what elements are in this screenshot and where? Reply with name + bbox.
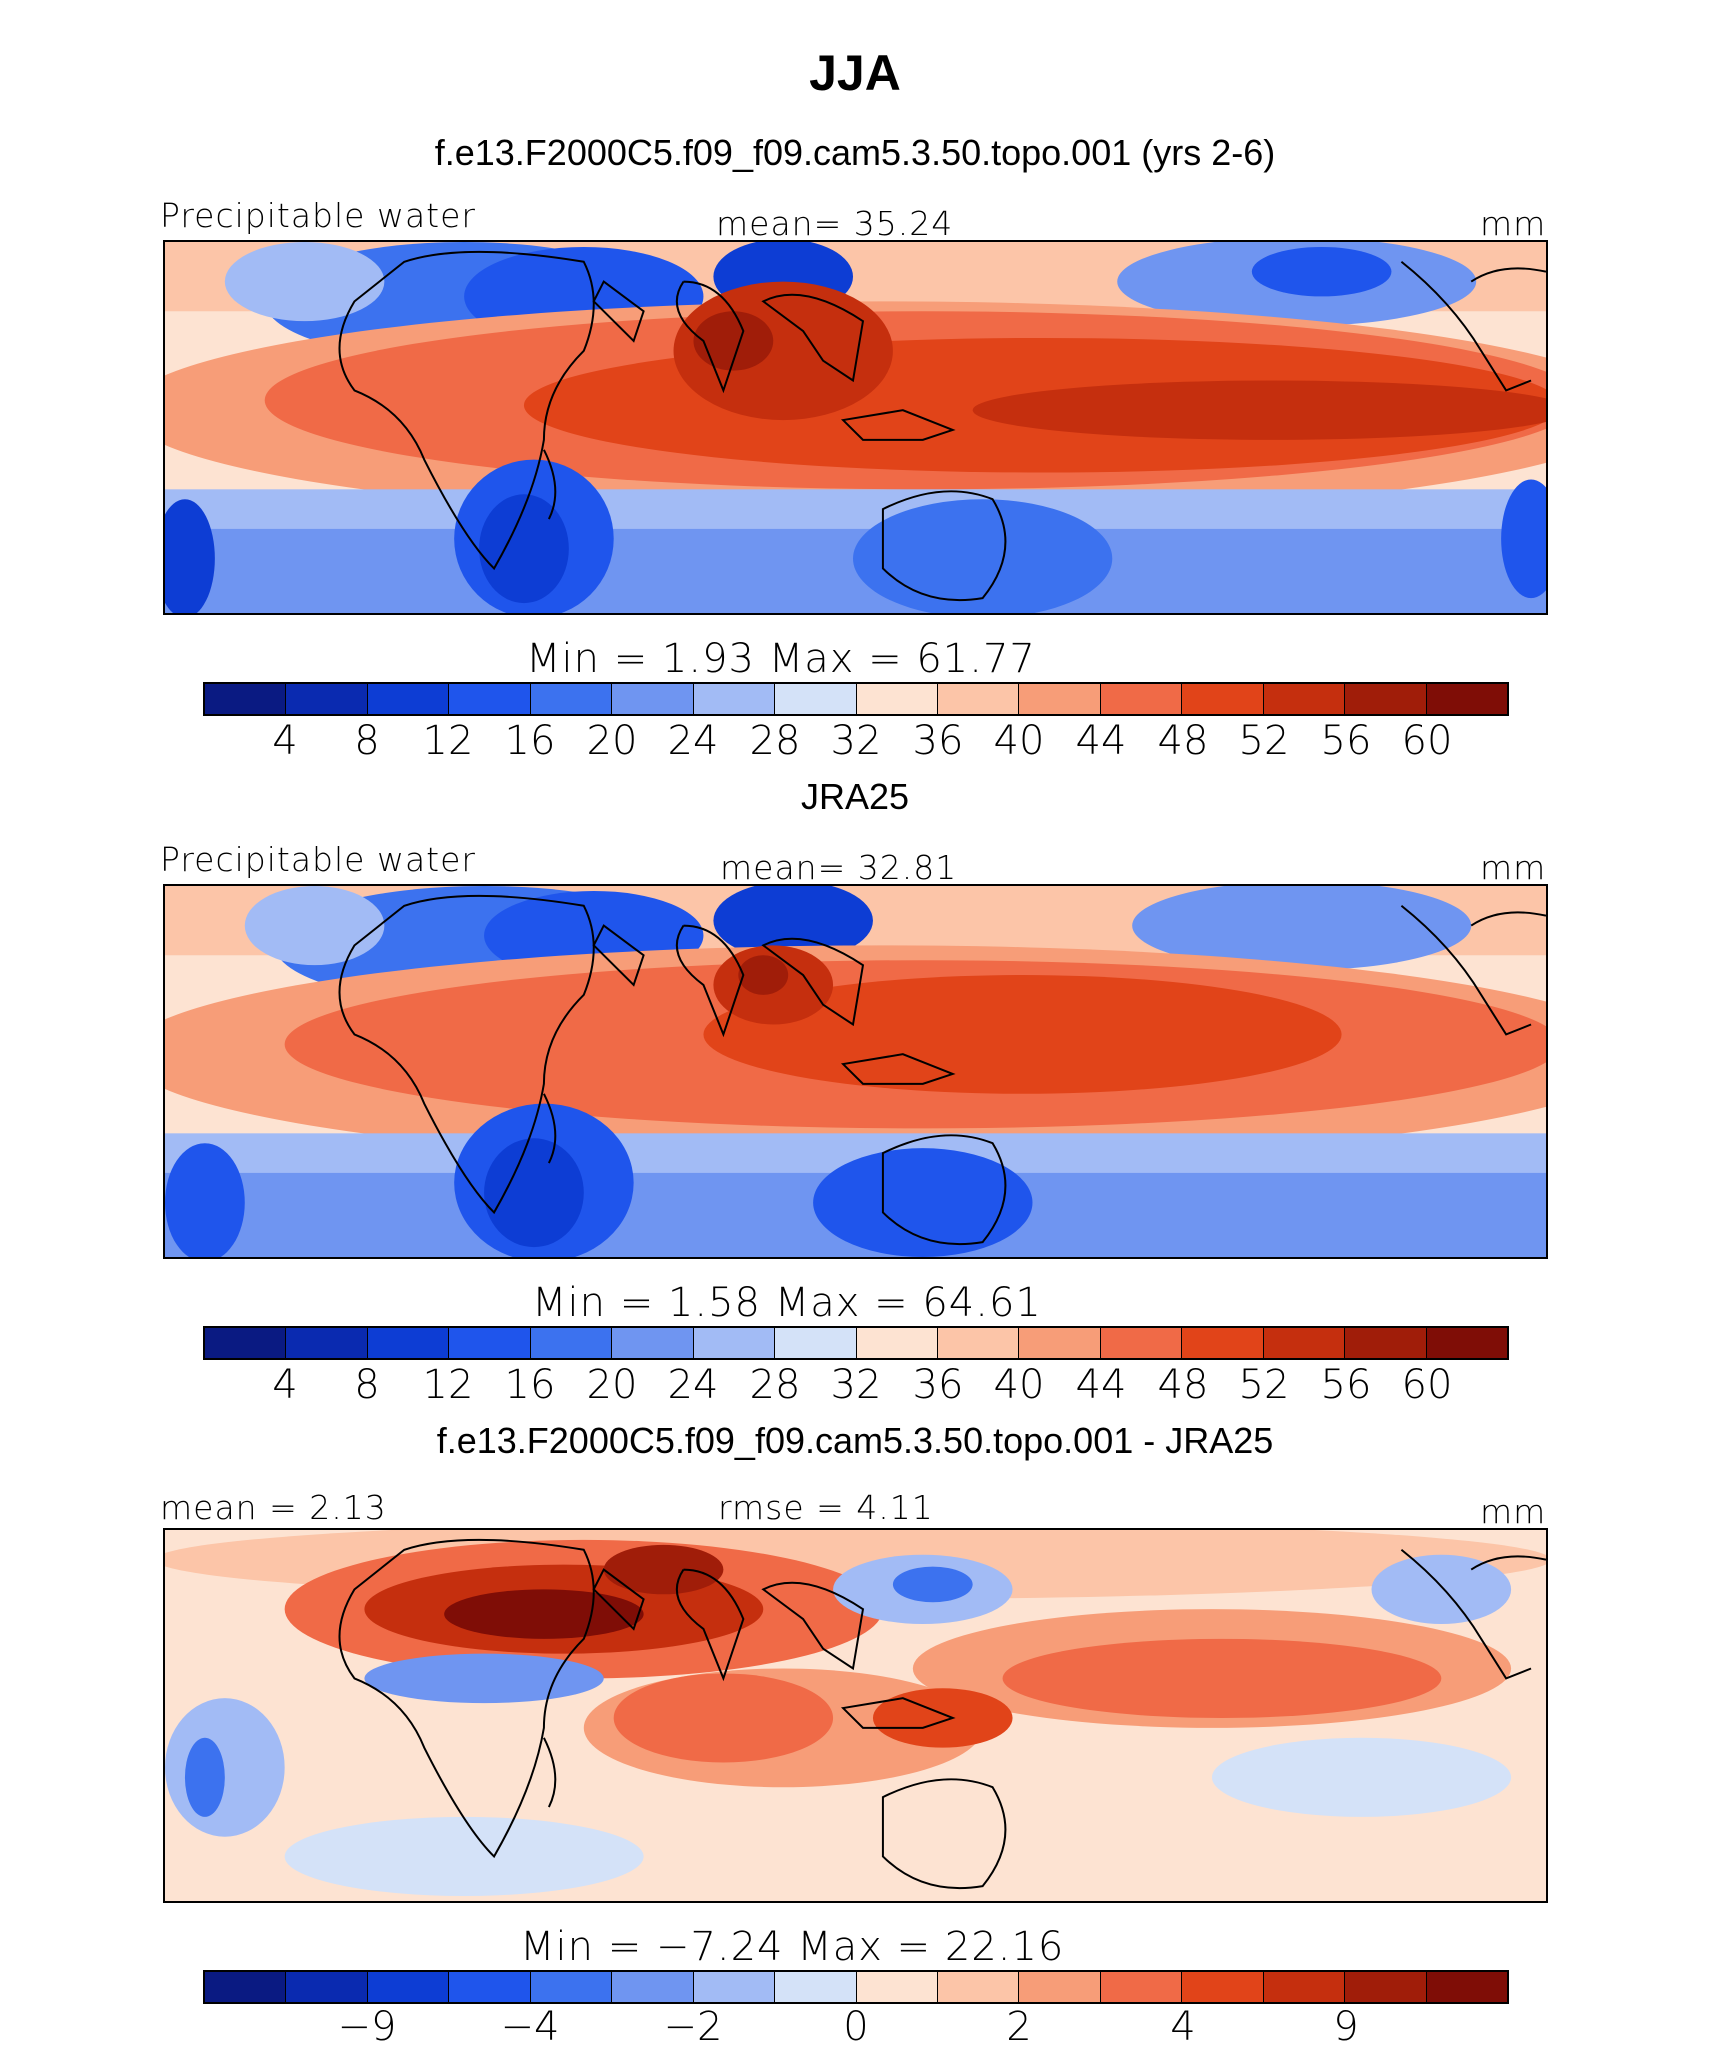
panel-2-variable-label: Precipitable water <box>160 840 476 879</box>
colorbar-tick: 48 <box>1157 1362 1209 1408</box>
colorbar-tick: 56 <box>1320 1362 1372 1408</box>
colorbar-tick: 16 <box>504 718 556 764</box>
colorbar-tick: 4 <box>1170 2004 1196 2050</box>
panel-2-colorbar <box>203 1326 1509 1360</box>
colorbar-tick: 32 <box>830 718 882 764</box>
colorbar-tick: 4 <box>272 1362 298 1408</box>
colorbar-tick: 56 <box>1320 718 1372 764</box>
panel-1-mean-label: mean= 35.24 <box>716 204 954 243</box>
colorbar-tick: 32 <box>830 1362 882 1408</box>
colorbar-tick: 0 <box>843 2004 869 2050</box>
colorbar-tick: 60 <box>1401 1362 1453 1408</box>
panel-3-map <box>163 1528 1548 1903</box>
colorbar-tick: 4 <box>272 718 298 764</box>
colorbar-tick: 48 <box>1157 718 1209 764</box>
panel-2-minmax: Min = 1.58 Max = 64.61 <box>532 1280 1042 1326</box>
colorbar-tick: 36 <box>912 1362 964 1408</box>
colorbar-tick: 60 <box>1401 718 1453 764</box>
panel-2-contour-field <box>165 886 1546 1257</box>
colorbar-tick: 8 <box>354 718 380 764</box>
panel-1-colorbar <box>203 682 1509 716</box>
colorbar-tick: 12 <box>422 1362 474 1408</box>
colorbar-tick: 20 <box>586 1362 638 1408</box>
figure-title: JJA <box>809 45 901 101</box>
colorbar-tick: 52 <box>1238 718 1290 764</box>
colorbar-tick: 52 <box>1238 1362 1290 1408</box>
panel-1-title: f.e13.F2000C5.f09_f09.cam5.3.50.topo.001… <box>434 132 1276 173</box>
panel-3-title: f.e13.F2000C5.f09_f09.cam5.3.50.topo.001… <box>436 1420 1274 1461</box>
colorbar-tick: 36 <box>912 718 964 764</box>
colorbar-tick: 40 <box>993 1362 1045 1408</box>
panel-1-minmax: Min = 1.93 Max = 61.77 <box>526 636 1036 682</box>
colorbar-tick: 8 <box>354 1362 380 1408</box>
panel-3-mean-label: mean = 2.13 <box>160 1488 387 1527</box>
panel-3-minmax: Min = −7.24 Max = 22.16 <box>520 1924 1065 1970</box>
colorbar-tick: 20 <box>586 718 638 764</box>
colorbar-tick: 40 <box>993 718 1045 764</box>
panel-2-map <box>163 884 1548 1259</box>
panel-3-rmse-label: rmse = 4.11 <box>718 1488 934 1527</box>
panel-3-units: mm <box>1480 1492 1547 1531</box>
colorbar-tick: 16 <box>504 1362 556 1408</box>
panel-2-title: JRA25 <box>800 776 910 817</box>
panel-1-variable-label: Precipitable water <box>160 196 476 235</box>
colorbar-tick: 28 <box>749 718 801 764</box>
colorbar-tick: 28 <box>749 1362 801 1408</box>
panel-2-units: mm <box>1480 848 1547 887</box>
colorbar-tick: 12 <box>422 718 474 764</box>
panel-2-mean-label: mean= 32.81 <box>720 848 958 887</box>
colorbar-tick: 24 <box>667 1362 719 1408</box>
colorbar-tick: 9 <box>1333 2004 1359 2050</box>
panel-1-map <box>163 240 1548 615</box>
panel-1-units: mm <box>1480 204 1547 243</box>
colorbar-tick: −9 <box>337 2004 397 2050</box>
colorbar-tick: 44 <box>1075 718 1127 764</box>
colorbar-tick: −4 <box>500 2004 560 2050</box>
colorbar-tick: −2 <box>663 2004 723 2050</box>
panel-3-contour-field <box>165 1530 1546 1901</box>
colorbar-tick: 44 <box>1075 1362 1127 1408</box>
colorbar-tick: 2 <box>1006 2004 1032 2050</box>
panel-1-contour-field <box>165 242 1546 613</box>
colorbar-tick: 24 <box>667 718 719 764</box>
panel-3-colorbar <box>203 1970 1509 2004</box>
